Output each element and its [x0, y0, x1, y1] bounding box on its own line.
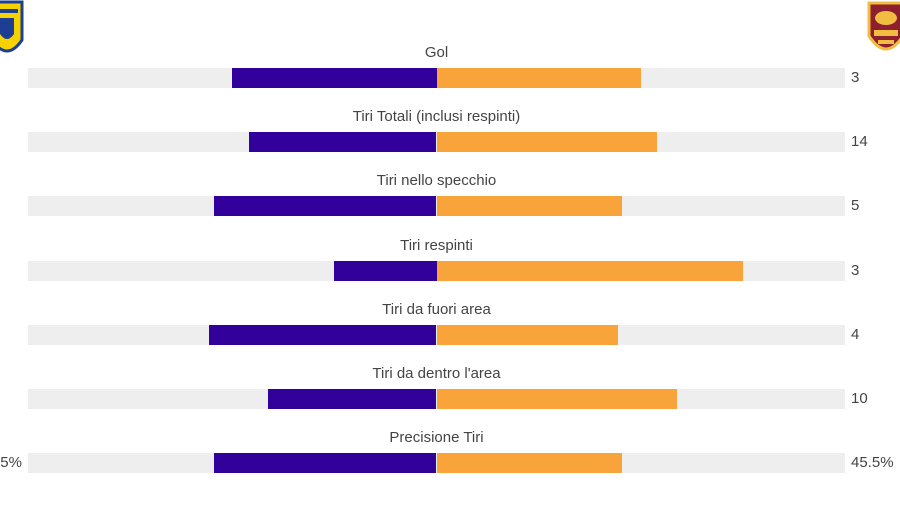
away-bar — [436, 260, 743, 281]
home-bar — [213, 453, 437, 474]
home-bar — [209, 324, 437, 345]
home-bar — [334, 260, 437, 281]
stat-label: Tiri nello specchio — [376, 172, 497, 190]
stat-label: Precisione Tiri — [389, 429, 484, 447]
stat-row: Tiri respinti 3 — [0, 237, 900, 297]
stat-track — [28, 132, 845, 153]
stat-label: Gol — [424, 44, 449, 61]
stat-label: Tiri Totali (inclusi respinti) — [352, 108, 521, 126]
away-value: 5 — [851, 197, 860, 215]
away-value: 10 — [851, 390, 868, 407]
stat-track — [28, 196, 845, 217]
away-bar — [436, 132, 658, 153]
stat-row: Tiri da dentro l'area 10 — [0, 365, 900, 425]
away-value: 3 — [851, 69, 860, 86]
stat-track — [28, 324, 845, 345]
stat-row: Tiri nello specchio 5 — [0, 172, 900, 232]
home-bar — [232, 68, 437, 88]
away-bar — [436, 68, 641, 88]
stat-track — [28, 389, 845, 409]
stat-label: Tiri da dentro l'area — [372, 365, 501, 382]
away-bar — [436, 196, 623, 217]
away-value: 45.5% — [851, 454, 894, 472]
home-bar — [248, 132, 437, 153]
away-value: 14 — [851, 133, 868, 151]
stat-label: Tiri respinti — [400, 236, 473, 254]
away-value: 4 — [851, 325, 860, 343]
as-roma-crest-icon — [866, 0, 900, 65]
home-bar — [268, 389, 437, 409]
home-value: 54.5% — [0, 454, 22, 472]
stat-row: Tiri da fuori area 4 — [0, 301, 900, 361]
away-value: 3 — [851, 261, 860, 279]
chievo-verona-crest-icon — [0, 0, 24, 67]
stat-track — [28, 453, 845, 474]
stat-row: Tiri Totali (inclusi respinti) 14 — [0, 108, 900, 168]
home-bar — [213, 196, 437, 217]
stat-track — [28, 68, 845, 88]
away-bar — [436, 453, 623, 474]
away-bar — [436, 324, 618, 345]
stat-row: Precisione Tiri 54.5% 45.5% — [0, 429, 900, 489]
stat-label: Tiri da fuori area — [382, 300, 491, 318]
stat-row: Gol 3 — [0, 44, 900, 104]
stat-track — [28, 260, 845, 281]
away-bar — [436, 389, 677, 409]
